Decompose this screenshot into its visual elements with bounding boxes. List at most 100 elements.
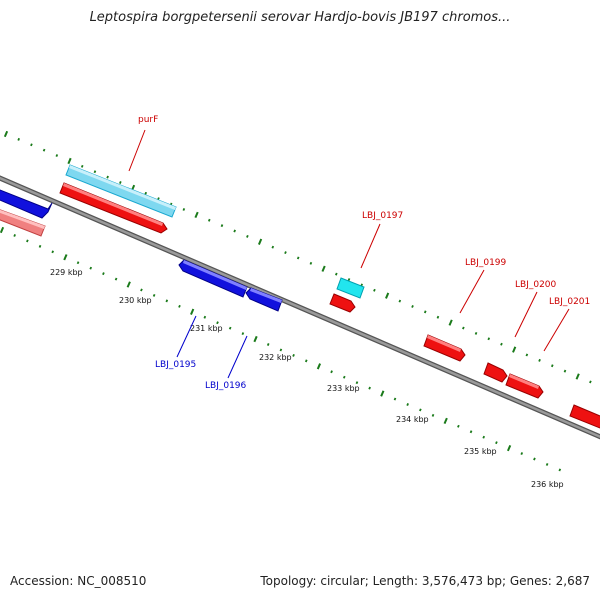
gene-label-purf[interactable]: purF xyxy=(138,115,158,125)
outer-tick xyxy=(182,207,186,211)
inner-tick xyxy=(545,463,549,466)
outer-tick xyxy=(233,229,236,233)
outer-tick xyxy=(335,272,338,276)
feature-right-edge[interactable] xyxy=(569,404,600,430)
inner-tick xyxy=(506,444,512,452)
inner-tick xyxy=(368,386,371,390)
inner-tick xyxy=(469,430,473,434)
inner-tick xyxy=(63,254,68,261)
inner-tick xyxy=(279,348,283,352)
feature-lbj-0196[interactable] xyxy=(245,287,283,312)
inner-tick xyxy=(304,359,308,363)
inner-tick xyxy=(76,261,80,265)
outer-tick xyxy=(411,305,414,308)
tick-label-232: 232 kbp xyxy=(259,353,292,362)
tick-label-231: 231 kbp xyxy=(190,324,223,333)
outer-tick xyxy=(563,369,567,373)
inner-tick xyxy=(355,381,359,385)
gene-label-lbj-0201[interactable]: LBJ_0201 xyxy=(549,297,590,307)
outer-tick xyxy=(271,245,275,249)
inner-tick xyxy=(558,468,562,472)
gene-label-lbj-0199[interactable]: LBJ_0199 xyxy=(465,258,507,268)
inner-tick xyxy=(0,226,5,234)
feature-purf-highlight[interactable] xyxy=(65,164,177,218)
feature-lbj-0201[interactable] xyxy=(505,373,544,399)
outer-tick xyxy=(474,331,478,335)
inner-tick xyxy=(165,299,169,303)
inner-tick xyxy=(102,272,105,276)
feature-lbj-0197-highlight[interactable] xyxy=(336,277,365,299)
outer-tick xyxy=(448,319,453,326)
tick-label-230: 230 kbp xyxy=(119,296,152,305)
inner-tick xyxy=(152,293,156,297)
feature-lbj-0199[interactable] xyxy=(423,334,466,362)
inner-tick xyxy=(406,403,409,406)
outer-tick xyxy=(144,191,148,195)
outer-tick xyxy=(385,292,390,299)
inner-tick xyxy=(51,250,55,254)
inner-tick xyxy=(203,315,207,319)
outer-tick xyxy=(207,218,211,222)
accession-text: Accession: NC_008510 xyxy=(10,574,147,588)
inner-tick xyxy=(520,452,524,456)
gene-label-lbj-0197[interactable]: LBJ_0197 xyxy=(362,211,403,221)
genome-summary-text: Topology: circular; Length: 3,576,473 bp… xyxy=(260,574,590,588)
feature-reverse-left[interactable] xyxy=(0,188,53,219)
feature-lbj-0200[interactable] xyxy=(483,362,508,383)
inner-tick xyxy=(482,435,486,439)
map-title: Leptospira borgpetersenii serovar Hardjo… xyxy=(89,10,511,25)
outer-tick xyxy=(194,211,199,218)
chromosome-backbone xyxy=(0,175,600,440)
outer-tick xyxy=(500,342,503,346)
gene-label-lbj-0195[interactable]: LBJ_0195 xyxy=(155,360,196,370)
outer-tick xyxy=(398,299,402,303)
outer-tick xyxy=(3,130,9,138)
outer-tick xyxy=(538,358,541,362)
inner-tick xyxy=(316,363,322,370)
outer-tick xyxy=(512,346,517,353)
outer-tick xyxy=(119,181,122,184)
inner-tick xyxy=(26,239,29,243)
tick-label-236: 236 kbp xyxy=(531,480,564,489)
outer-tick xyxy=(55,154,59,158)
outer-tick xyxy=(296,256,300,260)
inner-tick xyxy=(228,326,232,330)
inner-tick xyxy=(140,288,143,292)
inner-tick xyxy=(457,424,460,428)
outer-tick xyxy=(93,170,97,174)
outer-tick xyxy=(436,315,440,319)
inner-tick xyxy=(38,244,42,248)
outer-tick xyxy=(550,364,554,368)
outer-tick xyxy=(423,310,427,314)
gene-label-lbj-0196[interactable]: LBJ_0196 xyxy=(205,381,247,391)
inner-tick xyxy=(495,441,498,445)
inner-tick xyxy=(126,281,131,288)
inner-tick xyxy=(443,417,448,424)
outer-tick xyxy=(321,265,326,272)
outer-tick xyxy=(220,224,224,228)
outer-tick xyxy=(67,157,72,165)
inner-tick xyxy=(216,321,219,325)
gene-label-lbj-0200[interactable]: LBJ_0200 xyxy=(515,280,557,290)
outer-tick xyxy=(373,288,376,292)
inner-tick-ring xyxy=(0,226,562,472)
outer-tick xyxy=(462,326,465,330)
inner-tick xyxy=(431,413,435,417)
inner-tick xyxy=(342,375,346,379)
outer-tick xyxy=(487,337,491,341)
feature-lbj-0197[interactable] xyxy=(329,293,356,313)
outer-tick xyxy=(309,261,313,265)
inner-tick xyxy=(533,457,536,461)
tick-label-235: 235 kbp xyxy=(464,447,497,456)
tick-label-233: 233 kbp xyxy=(327,384,360,393)
outer-tick xyxy=(257,238,263,245)
gene-labels: purF LBJ_0197 LBJ_0199 LBJ_0200 LBJ_0201… xyxy=(138,115,590,391)
inner-tick xyxy=(190,308,195,315)
inner-tick xyxy=(89,266,93,270)
outer-tick xyxy=(589,380,592,384)
outer-tick xyxy=(106,175,109,179)
inner-tick xyxy=(292,353,295,357)
inner-tick xyxy=(419,408,422,412)
outer-tick xyxy=(17,137,21,141)
